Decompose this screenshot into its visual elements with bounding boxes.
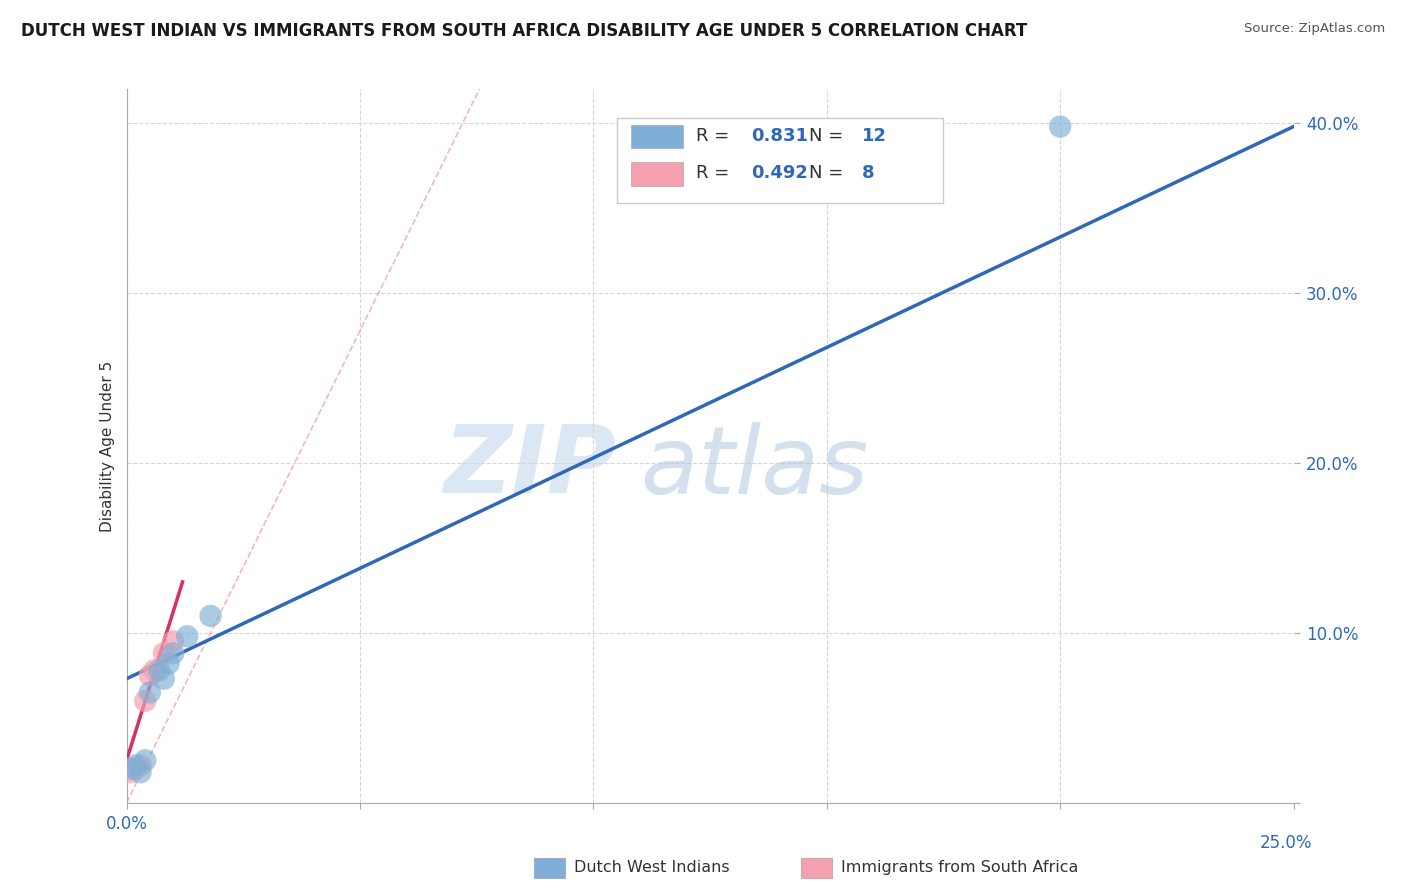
Text: 25.0%: 25.0% (1260, 834, 1313, 852)
FancyBboxPatch shape (617, 118, 943, 203)
Point (200, 608, 222, 623)
Bar (631, 162, 683, 186)
Text: Immigrants from South Africa: Immigrants from South Africa (841, 860, 1078, 874)
Text: ZIP: ZIP (444, 421, 617, 514)
Y-axis label: Disability Age Under 5: Disability Age Under 5 (100, 360, 115, 532)
Text: Source: ZipAtlas.com: Source: ZipAtlas.com (1244, 22, 1385, 36)
Bar (631, 125, 683, 148)
Point (143, 663, 166, 677)
Point (134, 753, 156, 767)
Text: Dutch West Indians: Dutch West Indians (574, 860, 730, 874)
Point (125, 758, 148, 772)
Point (1049, 120, 1071, 134)
Text: R =: R = (696, 128, 735, 145)
Text: 0.492: 0.492 (751, 164, 808, 182)
Point (129, 765, 152, 780)
Point (162, 634, 184, 648)
Point (162, 646, 184, 660)
Text: N =: N = (810, 128, 849, 145)
Text: atlas: atlas (640, 422, 869, 513)
Point (139, 668, 162, 682)
Point (125, 762, 148, 776)
Point (139, 685, 162, 699)
Point (176, 629, 198, 643)
Point (129, 758, 152, 772)
Text: DUTCH WEST INDIAN VS IMMIGRANTS FROM SOUTH AFRICA DISABILITY AGE UNDER 5 CORRELA: DUTCH WEST INDIAN VS IMMIGRANTS FROM SOU… (21, 22, 1028, 40)
Point (157, 657, 180, 671)
Point (153, 672, 176, 686)
Point (153, 646, 176, 660)
Text: 12: 12 (862, 128, 887, 145)
Text: 0.831: 0.831 (751, 128, 808, 145)
Point (120, 765, 142, 780)
Text: N =: N = (810, 164, 849, 182)
Text: R =: R = (696, 164, 735, 182)
Point (148, 663, 170, 677)
Point (134, 694, 156, 708)
Text: 8: 8 (862, 164, 875, 182)
Point (120, 762, 142, 776)
